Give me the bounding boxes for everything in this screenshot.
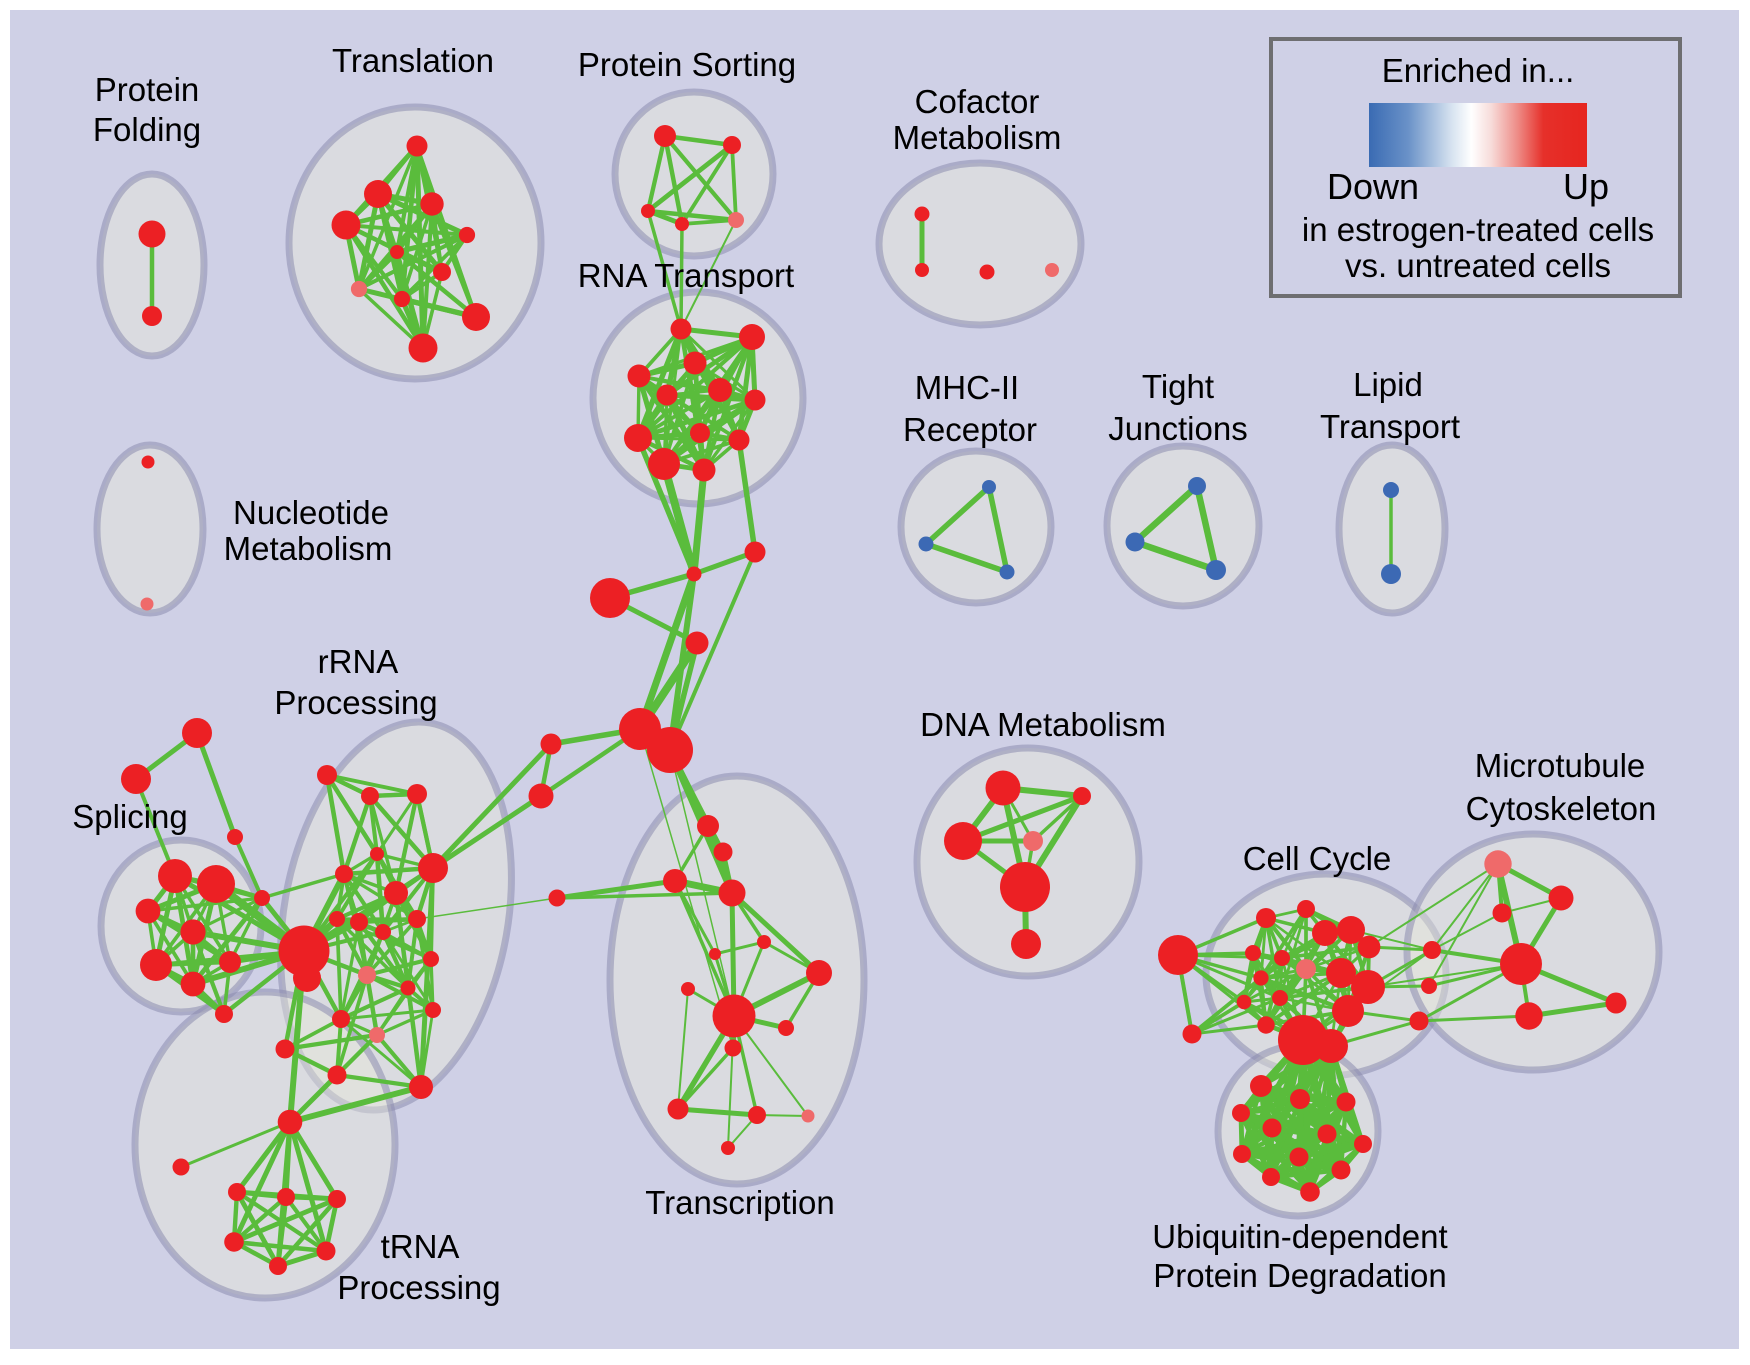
svg-text:Down: Down <box>1327 166 1419 207</box>
svg-text:Processing: Processing <box>337 1269 500 1306</box>
svg-text:vs. untreated cells: vs. untreated cells <box>1345 247 1611 284</box>
svg-text:Receptor: Receptor <box>903 411 1037 448</box>
svg-text:Metabolism: Metabolism <box>893 119 1062 156</box>
svg-text:Enriched in...: Enriched in... <box>1382 52 1575 89</box>
svg-text:Metabolism: Metabolism <box>224 530 393 567</box>
svg-text:Microtubule: Microtubule <box>1475 747 1646 784</box>
svg-text:Cytoskeleton: Cytoskeleton <box>1466 790 1657 827</box>
svg-text:Protein Sorting: Protein Sorting <box>578 46 796 83</box>
svg-text:in estrogen-treated cells: in estrogen-treated cells <box>1302 211 1654 248</box>
svg-text:MHC-II: MHC-II <box>915 369 1019 406</box>
svg-text:Tight: Tight <box>1142 368 1214 405</box>
svg-text:Transport: Transport <box>1320 408 1460 445</box>
svg-text:RNA Transport: RNA Transport <box>578 257 794 294</box>
svg-text:Cell Cycle: Cell Cycle <box>1243 840 1392 877</box>
svg-text:Ubiquitin-dependent: Ubiquitin-dependent <box>1152 1218 1447 1255</box>
svg-text:Processing: Processing <box>274 684 437 721</box>
svg-text:Transcription: Transcription <box>645 1184 835 1221</box>
svg-text:Translation: Translation <box>332 42 494 79</box>
svg-text:Cofactor: Cofactor <box>915 83 1040 120</box>
svg-text:Folding: Folding <box>93 111 201 148</box>
svg-text:rRNA: rRNA <box>318 643 399 680</box>
svg-text:Lipid: Lipid <box>1353 366 1423 403</box>
svg-text:Nucleotide: Nucleotide <box>233 494 389 531</box>
svg-text:Protein Degradation: Protein Degradation <box>1153 1257 1447 1294</box>
svg-text:Splicing: Splicing <box>72 798 188 835</box>
svg-text:DNA Metabolism: DNA Metabolism <box>920 706 1166 743</box>
svg-text:Protein: Protein <box>95 71 200 108</box>
svg-text:tRNA: tRNA <box>381 1228 460 1265</box>
svg-text:Up: Up <box>1563 166 1609 207</box>
svg-text:Junctions: Junctions <box>1108 410 1247 447</box>
